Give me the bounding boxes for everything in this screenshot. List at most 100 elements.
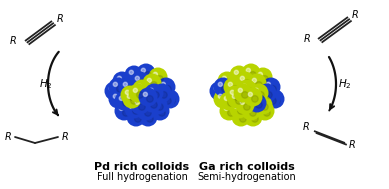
Circle shape — [161, 82, 165, 86]
Circle shape — [261, 104, 268, 110]
Text: R: R — [352, 10, 359, 20]
Circle shape — [129, 94, 135, 100]
Text: R: R — [5, 132, 11, 142]
Circle shape — [233, 84, 252, 102]
Circle shape — [244, 104, 250, 110]
Circle shape — [233, 94, 240, 100]
Circle shape — [266, 82, 270, 86]
Circle shape — [250, 72, 256, 78]
Circle shape — [262, 88, 266, 92]
Circle shape — [138, 108, 158, 126]
Circle shape — [157, 104, 163, 110]
Circle shape — [266, 94, 270, 98]
Circle shape — [152, 92, 159, 98]
Circle shape — [245, 88, 252, 94]
Circle shape — [217, 90, 224, 96]
Circle shape — [247, 74, 266, 92]
Circle shape — [238, 80, 256, 98]
Circle shape — [270, 86, 276, 92]
Circle shape — [219, 91, 238, 111]
Circle shape — [126, 108, 145, 126]
Circle shape — [121, 80, 127, 86]
Circle shape — [140, 88, 147, 94]
Circle shape — [112, 90, 119, 96]
Circle shape — [123, 110, 129, 116]
Circle shape — [142, 74, 161, 92]
Circle shape — [230, 90, 235, 94]
Circle shape — [236, 98, 242, 104]
Circle shape — [222, 76, 226, 81]
Circle shape — [113, 82, 117, 86]
Circle shape — [157, 88, 161, 92]
Circle shape — [222, 86, 228, 92]
Circle shape — [142, 94, 161, 112]
Circle shape — [247, 94, 266, 112]
Circle shape — [135, 76, 139, 81]
Circle shape — [151, 101, 170, 121]
Circle shape — [252, 96, 258, 102]
Circle shape — [114, 91, 133, 111]
Circle shape — [232, 94, 237, 98]
Circle shape — [129, 70, 133, 74]
Circle shape — [260, 106, 265, 110]
Circle shape — [226, 85, 245, 105]
Text: $H_2$: $H_2$ — [338, 77, 352, 91]
Circle shape — [152, 84, 172, 102]
Circle shape — [147, 98, 151, 102]
Circle shape — [141, 106, 145, 110]
Circle shape — [224, 106, 228, 110]
Circle shape — [129, 104, 133, 108]
Circle shape — [157, 76, 163, 82]
Circle shape — [246, 106, 251, 110]
Circle shape — [149, 67, 168, 87]
Circle shape — [113, 94, 117, 98]
Circle shape — [214, 90, 233, 108]
Circle shape — [224, 96, 228, 100]
Circle shape — [244, 80, 250, 86]
Circle shape — [119, 96, 123, 100]
Circle shape — [240, 100, 244, 105]
Text: R: R — [57, 14, 64, 24]
Circle shape — [143, 112, 147, 116]
Circle shape — [242, 84, 246, 88]
Circle shape — [141, 68, 145, 72]
Text: Semi-hydrogenation: Semi-hydrogenation — [198, 172, 296, 182]
Circle shape — [266, 90, 284, 108]
Circle shape — [147, 78, 151, 82]
Circle shape — [130, 95, 149, 115]
Circle shape — [131, 98, 137, 104]
Circle shape — [138, 88, 158, 106]
Circle shape — [230, 66, 249, 84]
Circle shape — [105, 81, 123, 101]
Text: Full hydrogenation: Full hydrogenation — [96, 172, 187, 182]
Circle shape — [218, 82, 223, 86]
Circle shape — [109, 86, 114, 90]
Circle shape — [246, 68, 251, 72]
Circle shape — [147, 116, 153, 122]
Circle shape — [161, 92, 167, 98]
Circle shape — [261, 77, 280, 97]
Circle shape — [151, 82, 157, 88]
Circle shape — [238, 108, 244, 114]
Circle shape — [149, 95, 168, 115]
Circle shape — [228, 82, 233, 86]
Circle shape — [256, 82, 262, 88]
Circle shape — [273, 98, 280, 104]
Circle shape — [135, 116, 141, 122]
Text: Ga rich colloids: Ga rich colloids — [199, 162, 295, 172]
Circle shape — [165, 86, 171, 92]
Circle shape — [165, 98, 171, 104]
Circle shape — [133, 74, 139, 80]
Circle shape — [250, 110, 256, 116]
Circle shape — [125, 90, 130, 94]
Circle shape — [112, 71, 131, 91]
Circle shape — [145, 110, 151, 116]
Circle shape — [117, 76, 121, 81]
Circle shape — [137, 101, 156, 121]
Circle shape — [114, 101, 133, 121]
Circle shape — [121, 85, 140, 105]
Circle shape — [165, 94, 170, 98]
Text: R: R — [10, 36, 16, 46]
Circle shape — [155, 106, 159, 110]
Circle shape — [244, 108, 263, 126]
